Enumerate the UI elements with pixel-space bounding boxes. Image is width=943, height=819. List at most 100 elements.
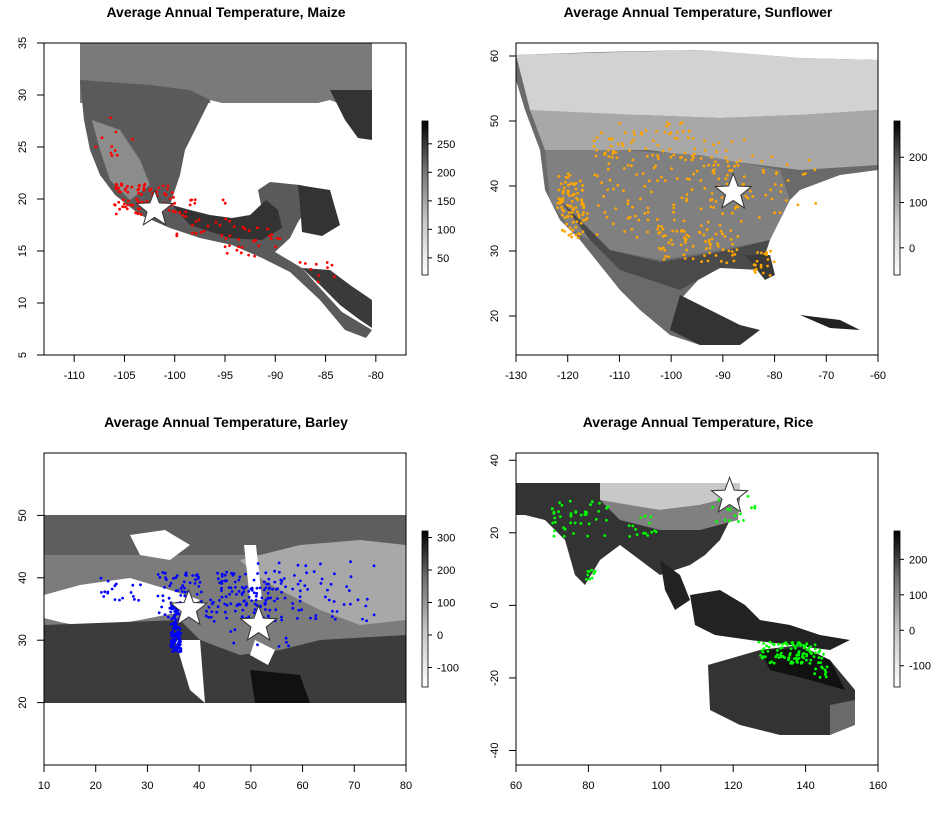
occurrence-point — [642, 531, 645, 535]
occurrence-point — [220, 595, 224, 599]
occurrence-point — [142, 186, 146, 190]
occurrence-point — [256, 562, 260, 565]
occurrence-point — [706, 259, 710, 263]
occurrence-point — [633, 133, 636, 137]
occurrence-point — [804, 644, 807, 648]
x-tick-label: 160 — [869, 780, 887, 792]
occurrence-point — [265, 582, 269, 586]
occurrence-point — [579, 513, 583, 517]
occurrence-point — [715, 520, 718, 523]
mexico-land — [80, 80, 372, 338]
occurrence-point — [724, 149, 728, 152]
occurrence-point — [193, 201, 197, 205]
occurrence-point — [576, 210, 579, 214]
occurrence-point — [264, 598, 268, 602]
occurrence-point — [726, 160, 729, 163]
occurrence-point — [594, 518, 598, 521]
occurrence-point — [210, 610, 214, 614]
occurrence-point — [279, 582, 283, 585]
occurrence-point — [801, 655, 804, 659]
occurrence-point — [197, 585, 201, 588]
occurrence-point — [762, 171, 765, 174]
occurrence-point — [665, 125, 669, 128]
occurrence-point — [184, 215, 188, 219]
occurrence-point — [557, 188, 561, 192]
occurrence-point — [786, 179, 790, 182]
occurrence-point — [242, 587, 246, 590]
occurrence-point — [566, 215, 569, 219]
occurrence-point — [220, 589, 223, 592]
occurrence-point — [175, 649, 178, 652]
occurrence-point — [809, 645, 812, 648]
occurrence-point — [712, 172, 716, 175]
occurrence-point — [183, 594, 187, 598]
occurrence-point — [685, 197, 688, 201]
occurrence-point — [644, 147, 648, 150]
y-tick-label: 40 — [489, 454, 501, 466]
occurrence-point — [685, 193, 689, 196]
occurrence-point — [764, 655, 767, 659]
occurrence-point — [253, 602, 257, 606]
occurrence-point — [730, 169, 734, 172]
y-tick-label: 40 — [17, 572, 29, 584]
arabia-hot — [250, 670, 310, 703]
occurrence-point — [553, 516, 557, 520]
occurrence-point — [333, 275, 336, 279]
occurrence-point — [756, 251, 759, 254]
occurrence-point — [709, 198, 712, 202]
occurrence-point — [254, 594, 258, 598]
occurrence-point — [252, 239, 256, 243]
occurrence-point — [708, 251, 712, 255]
occurrence-point — [717, 244, 720, 248]
legend-tick-label: 100 — [437, 224, 455, 236]
occurrence-point — [797, 656, 801, 660]
y-tick-label: 15 — [17, 245, 29, 257]
occurrence-point — [667, 255, 671, 259]
occurrence-point — [271, 587, 274, 591]
occurrence-point — [607, 162, 611, 166]
occurrence-point — [644, 129, 648, 132]
occurrence-point — [273, 599, 276, 603]
occurrence-point — [700, 224, 703, 228]
occurrence-point — [570, 235, 574, 239]
occurrence-point — [735, 160, 739, 164]
occurrence-point — [250, 588, 254, 592]
occurrence-point — [239, 251, 243, 255]
occurrence-point — [580, 198, 584, 202]
southeast-asia — [660, 560, 690, 610]
occurrence-point — [234, 585, 237, 589]
occurrence-point — [316, 280, 320, 284]
occurrence-point — [616, 142, 620, 146]
occurrence-point — [817, 661, 820, 665]
occurrence-point — [735, 248, 739, 252]
occurrence-point — [131, 583, 135, 587]
occurrence-point — [656, 227, 660, 231]
occurrence-point — [765, 644, 768, 648]
occurrence-point — [319, 582, 323, 585]
occurrence-point — [561, 196, 565, 200]
occurrence-point — [656, 154, 659, 158]
occurrence-point — [163, 586, 166, 589]
panel-title: Average Annual Temperature, Sunflower — [564, 4, 833, 20]
occurrence-point — [163, 192, 167, 196]
occurrence-point — [235, 593, 238, 596]
color-legend: 0 100 200 — [893, 120, 927, 276]
occurrence-point — [325, 261, 329, 264]
occurrence-point — [247, 229, 251, 233]
occurrence-point — [621, 144, 625, 148]
occurrence-point — [728, 508, 732, 512]
occurrence-point — [326, 588, 329, 592]
occurrence-point — [623, 131, 627, 135]
occurrence-point — [109, 116, 113, 120]
occurrence-point — [164, 576, 167, 579]
occurrence-point — [274, 245, 277, 249]
occurrence-point — [789, 647, 793, 651]
occurrence-point — [709, 243, 713, 247]
occurrence-point — [712, 143, 715, 147]
occurrence-point — [580, 189, 584, 192]
y-tick-label: 0 — [489, 602, 501, 608]
occurrence-point — [661, 227, 665, 231]
occurrence-point — [708, 246, 712, 250]
occurrence-point — [280, 618, 284, 622]
occurrence-point — [603, 534, 607, 537]
